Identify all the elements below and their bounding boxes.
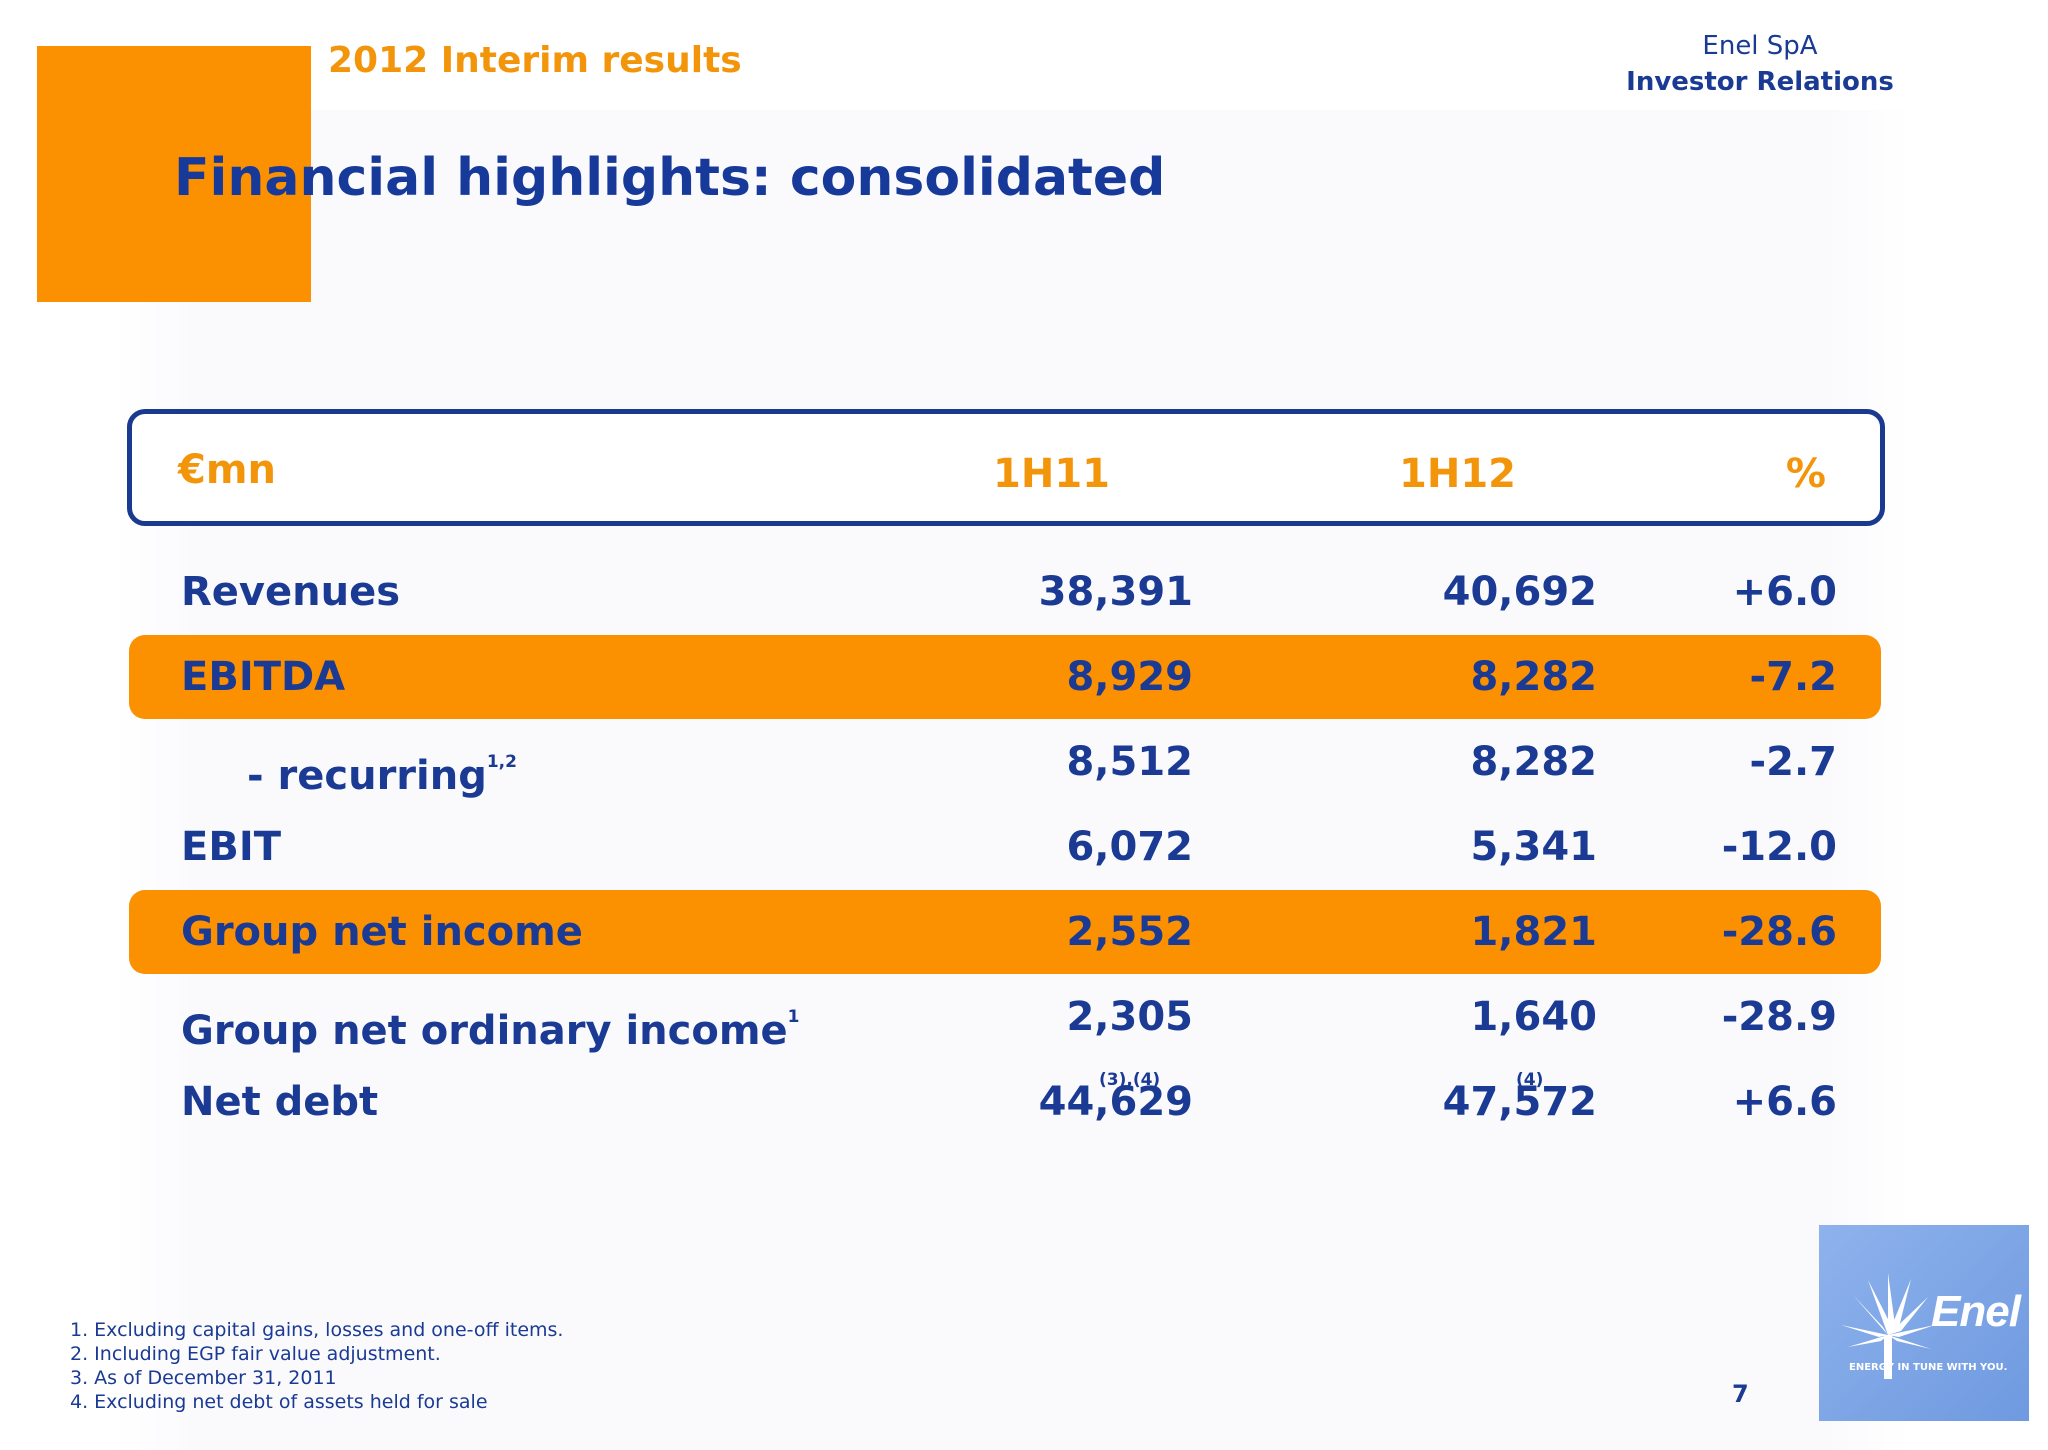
row-label: Revenues	[181, 568, 400, 616]
footnote-reference: (3),(4)	[1099, 1070, 1161, 1090]
table-row: EBIT 6,072 5,341 -12.0	[129, 805, 1881, 889]
value-1h12: 47,572	[1442, 1079, 1597, 1125]
value-percent-change: -7.2	[1749, 654, 1837, 700]
footnote: 1. Excluding capital gains, losses and o…	[70, 1319, 564, 1341]
row-label: EBITDA	[181, 653, 345, 701]
value-1h12: 40,692	[1442, 569, 1597, 615]
slide-title: Financial highlights: consolidated	[174, 148, 1166, 208]
value-1h12: 1,640	[1470, 994, 1597, 1040]
value-1h11: 44,629	[1038, 1079, 1193, 1125]
page-number: 7	[1732, 1380, 1749, 1408]
value-1h12: 1,821	[1470, 909, 1597, 955]
footnote: 3. As of December 31, 2011	[70, 1367, 337, 1389]
table-row: Group net ordinary income1 2,305 1,640 -28.…	[129, 975, 1881, 1059]
value-1h11: 38,391	[1038, 569, 1193, 615]
enel-flower-icon	[1841, 1273, 1935, 1379]
value-1h11: 2,305	[1066, 994, 1193, 1040]
value-1h12: 8,282	[1470, 654, 1597, 700]
table-header: €mn 1H11 1H12 %	[127, 409, 1885, 526]
column-header-1h12: 1H12	[1399, 451, 1516, 497]
row-label-text: Group net ordinary income	[181, 1008, 788, 1054]
value-1h12: 5,341	[1470, 824, 1597, 870]
footnotes: 1. Excluding capital gains, losses and o…	[70, 1318, 563, 1414]
company-block: Enel SpA Investor Relations	[1560, 28, 1960, 100]
row-label-text: EBITDA	[181, 654, 346, 700]
row-label-text: Net debt	[181, 1079, 379, 1125]
logo-tagline: ENERGY IN TUNE WITH YOU.	[1849, 1362, 2008, 1373]
row-label: EBIT	[181, 823, 281, 871]
value-percent-change: +6.6	[1732, 1079, 1837, 1125]
row-label: Group net income	[181, 908, 583, 956]
footnote-reference: 1	[787, 1007, 800, 1027]
table-row: Revenues 38,391 40,692 +6.0	[129, 550, 1881, 634]
row-label: - recurring1,2	[247, 738, 517, 800]
column-header-1h11: 1H11	[993, 451, 1110, 497]
value-1h12: 8,282	[1470, 739, 1597, 785]
footnote: 2. Including EGP fair value adjustment.	[70, 1343, 441, 1365]
value-percent-change: -2.7	[1749, 739, 1837, 785]
company-name: Enel SpA	[1702, 31, 1818, 61]
value-1h11: 8,929	[1066, 654, 1193, 700]
value-percent-change: -28.6	[1721, 909, 1837, 955]
table-row: Group net income 2,552 1,821 -28.6	[129, 890, 1881, 974]
row-label: Net debt	[181, 1078, 378, 1126]
orange-accent-square	[37, 46, 311, 302]
footnote-reference: 1,2	[486, 752, 517, 772]
enel-logo: Enel ENERGY IN TUNE WITH YOU.	[1819, 1225, 2029, 1421]
row-label-text: EBIT	[181, 824, 281, 870]
table-row: - recurring1,2 8,512 8,282 -2.7	[129, 720, 1881, 804]
value-1h11: 2,552	[1066, 909, 1193, 955]
table-row: Net debt 44,629 (3),(4) 47,572 (4) +6.6	[129, 1060, 1881, 1144]
value-percent-change: -28.9	[1721, 994, 1837, 1040]
presentation-subtitle: 2012 Interim results	[328, 40, 742, 81]
value-1h11: 8,512	[1066, 739, 1193, 785]
logo-wordmark: Enel	[1931, 1287, 2021, 1336]
value-percent-change: +6.0	[1732, 569, 1837, 615]
row-label-text: Revenues	[181, 569, 401, 615]
value-1h11: 6,072	[1066, 824, 1193, 870]
footnote-reference: (4)	[1516, 1070, 1544, 1090]
footnote: 4. Excluding net debt of assets held for…	[70, 1391, 488, 1413]
column-header-unit: €mn	[178, 447, 276, 493]
row-label: Group net ordinary income1	[181, 993, 800, 1055]
value-percent-change: -12.0	[1721, 824, 1837, 870]
column-header-percent: %	[1785, 451, 1826, 497]
department-name: Investor Relations	[1626, 67, 1894, 97]
row-label-text: Group net income	[181, 909, 583, 955]
table-row: EBITDA 8,929 8,282 -7.2	[129, 635, 1881, 719]
row-label-text: - recurring	[247, 753, 487, 799]
